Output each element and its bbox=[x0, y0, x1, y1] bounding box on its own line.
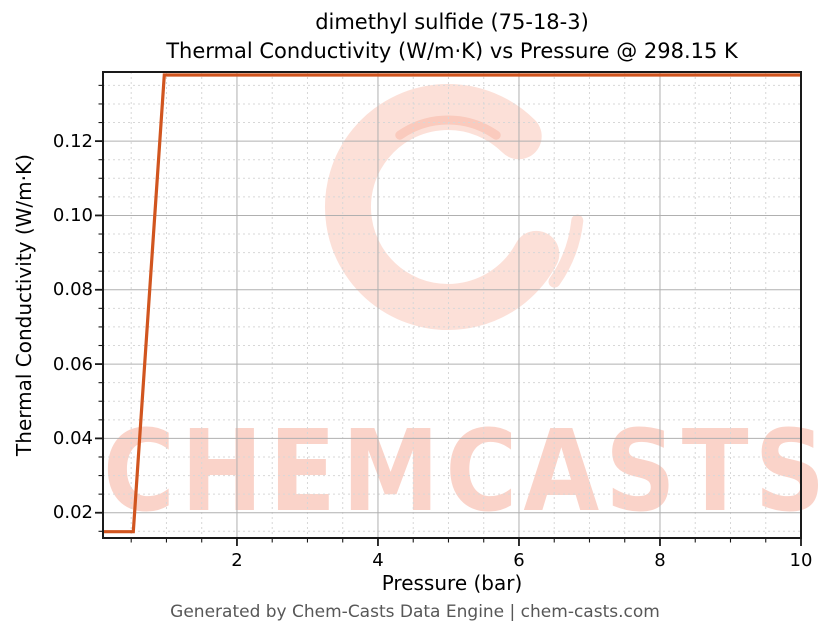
y-tick-label: 0.10 bbox=[52, 204, 93, 226]
y-tick-label: 0.06 bbox=[52, 353, 93, 375]
x-tick-label: 8 bbox=[654, 550, 666, 571]
x-tick-label: 2 bbox=[231, 550, 243, 571]
x-tick-label: 6 bbox=[513, 550, 525, 571]
chart-title: dimethyl sulfide (75-18-3) bbox=[315, 10, 589, 34]
y-tick-label: 0.08 bbox=[52, 279, 93, 301]
data-line-thermal-conductivity bbox=[103, 73, 801, 534]
y-tick-label: 0.02 bbox=[52, 502, 93, 524]
x-axis-label: Pressure (bar) bbox=[381, 571, 523, 595]
x-tick-label: 4 bbox=[372, 550, 384, 571]
y-tick-label: 0.04 bbox=[52, 427, 93, 449]
footer-caption: Generated by Chem-Casts Data Engine | ch… bbox=[170, 602, 660, 622]
y-axis-label: Thermal Conductivity (W/m·K) bbox=[12, 154, 36, 456]
x-tick-label: 10 bbox=[789, 550, 813, 571]
axes-spines bbox=[102, 71, 802, 539]
y-tick-label: 0.12 bbox=[52, 130, 93, 152]
watermark-text: CHEMCASTS bbox=[103, 406, 830, 538]
chart-subtitle: Thermal Conductivity (W/m·K) vs Pressure… bbox=[166, 39, 738, 63]
